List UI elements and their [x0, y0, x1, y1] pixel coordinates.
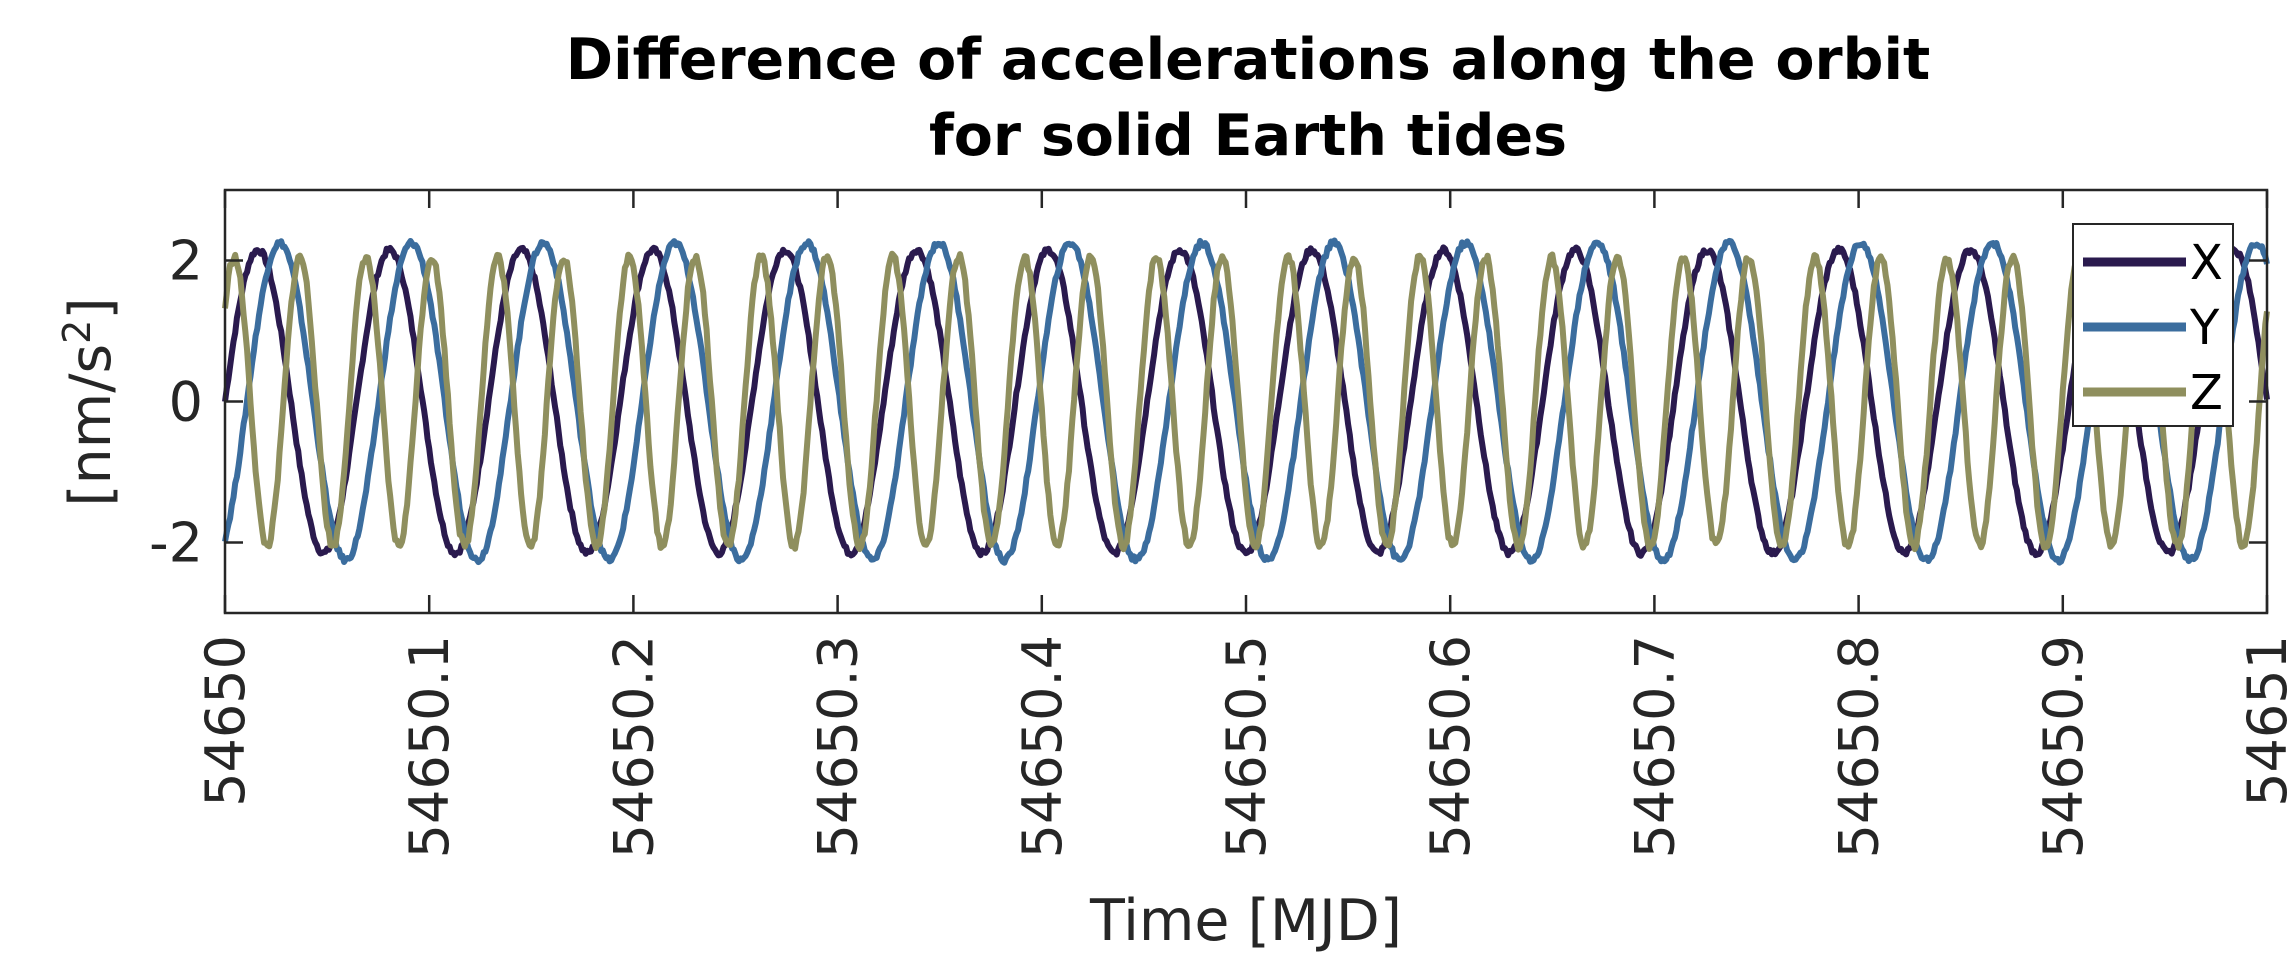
x-tick-label: 54651: [2236, 635, 2294, 807]
x-tick-label: 54650.4: [1011, 635, 1074, 858]
legend-label-x: X: [2190, 235, 2223, 291]
y-axis-label: [nm/s2]: [55, 297, 124, 506]
x-tick-label: 54650.2: [602, 635, 665, 858]
x-tick-label: 54650.1: [398, 635, 461, 858]
x-tick-label: 54650.8: [1828, 635, 1891, 858]
x-tick-label: 54650.3: [807, 635, 870, 858]
x-axis-label: Time [MJD]: [1089, 888, 1402, 954]
y-tick-label: -2: [149, 512, 203, 575]
series-layer: [222, 237, 2270, 566]
legend: XYZ: [2072, 223, 2234, 427]
x-tick-label: 54650.9: [2032, 635, 2095, 858]
x-tick-label: 54650.6: [1419, 635, 1482, 858]
chart-title-line-1: Difference of accelerations along the or…: [566, 27, 1930, 93]
chart-title-line-2: for solid Earth tides: [929, 103, 1567, 169]
x-tick-label: 54650.7: [1623, 635, 1686, 858]
series-line-z: [222, 250, 2270, 553]
x-tick-label: 54650: [194, 635, 257, 807]
legend-label-z: Z: [2190, 365, 2223, 421]
y-axis-label-text: [nm/s: [58, 344, 124, 507]
legend-label-y: Y: [2189, 300, 2220, 356]
y-tick-label: 0: [169, 371, 203, 434]
x-tick-label: 54650.5: [1215, 635, 1278, 858]
tick-layer: 54650 54650.1 54650.2 54650.3 54650.4 54650.5…: [149, 190, 2294, 858]
y-axis-label-close: ]: [58, 297, 124, 319]
y-tick-label: 2: [169, 230, 203, 293]
y-axis-label-superscript: 2: [55, 320, 99, 344]
